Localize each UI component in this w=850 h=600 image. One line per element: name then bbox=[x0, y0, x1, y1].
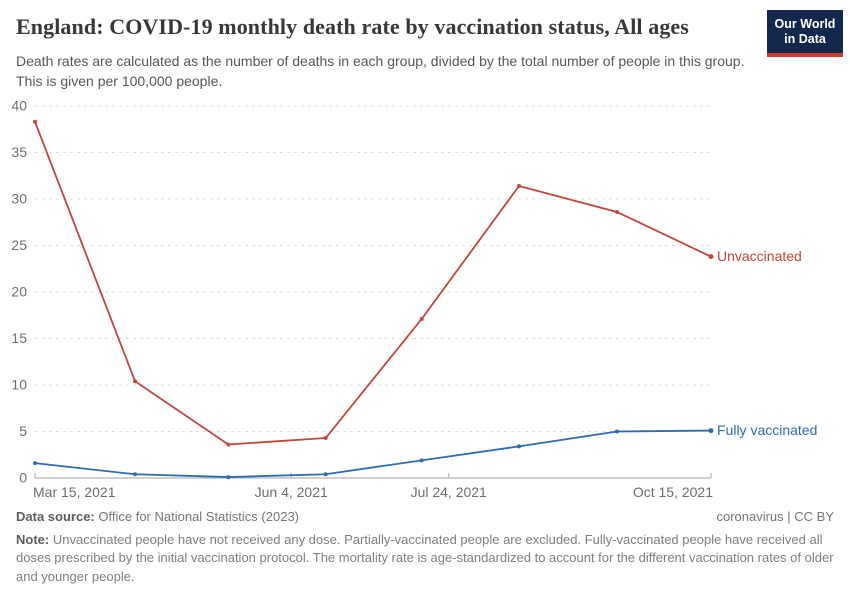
data-point-fully-vaccinated[interactable] bbox=[33, 461, 37, 466]
data-point-unvaccinated[interactable] bbox=[615, 210, 620, 215]
data-point-fully-vaccinated[interactable] bbox=[419, 458, 424, 463]
logo-accent-strip bbox=[767, 53, 843, 57]
data-point-unvaccinated[interactable] bbox=[517, 183, 522, 188]
logo-line2: in Data bbox=[784, 32, 826, 46]
y-tick-label: 35 bbox=[11, 144, 27, 160]
line-chart[interactable]: 0 5 10 15 20 25 30 35 40 Mar 15, 2021 Jun 4, 2021 J… bbox=[0, 90, 850, 505]
data-point-unvaccinated[interactable] bbox=[323, 436, 328, 441]
data-point-fully-vaccinated[interactable] bbox=[708, 428, 714, 434]
y-tick-label: 20 bbox=[11, 284, 27, 300]
note: Note: Unvaccinated people have not recei… bbox=[16, 531, 836, 586]
data-source-value: Office for National Statistics (2023) bbox=[98, 509, 299, 524]
y-tick-label: 40 bbox=[11, 98, 27, 114]
page-title: England: COVID-19 monthly death rate by … bbox=[16, 14, 689, 39]
data-point-fully-vaccinated[interactable] bbox=[226, 475, 231, 480]
data-point-unvaccinated[interactable] bbox=[133, 379, 138, 384]
x-tick-label: Jul 24, 2021 bbox=[411, 484, 487, 500]
data-point-unvaccinated[interactable] bbox=[33, 119, 37, 124]
y-tick-label: 10 bbox=[11, 377, 27, 393]
data-point-unvaccinated[interactable] bbox=[708, 254, 714, 260]
y-tick-label: 5 bbox=[19, 423, 27, 439]
owid-logo[interactable]: Our World in Data bbox=[767, 10, 843, 57]
data-point-fully-vaccinated[interactable] bbox=[133, 472, 138, 477]
series-label-fully-vaccinated: Fully vaccinated bbox=[717, 422, 817, 438]
data-point-fully-vaccinated[interactable] bbox=[517, 444, 522, 449]
chart-subtitle: Death rates are calculated as the number… bbox=[16, 53, 745, 89]
series-line-fully-vaccinated[interactable] bbox=[34, 429, 712, 478]
note-label: Note: bbox=[16, 532, 50, 547]
data-source-label: Data source: bbox=[16, 509, 95, 524]
logo-line1: Our World bbox=[774, 17, 836, 31]
data-point-fully-vaccinated[interactable] bbox=[615, 429, 620, 434]
x-tick-label: Jun 4, 2021 bbox=[255, 484, 328, 500]
data-point-fully-vaccinated[interactable] bbox=[323, 472, 328, 477]
data-source: Data source: Office for National Statist… bbox=[16, 509, 299, 524]
chart-footer: Data source: Office for National Statist… bbox=[16, 509, 834, 586]
license-text[interactable]: coronavirus | CC BY bbox=[716, 509, 834, 524]
y-tick-label: 30 bbox=[11, 191, 27, 207]
note-body: Unvaccinated people have not received an… bbox=[16, 532, 834, 584]
y-tick-label: 0 bbox=[19, 470, 27, 486]
data-point-unvaccinated[interactable] bbox=[226, 442, 231, 447]
series-label-unvaccinated: Unvaccinated bbox=[717, 248, 802, 264]
x-tick-label: Oct 15, 2021 bbox=[633, 484, 713, 500]
y-tick-label: 25 bbox=[11, 237, 27, 253]
y-tick-label: 15 bbox=[11, 330, 27, 346]
series-line-unvaccinated[interactable] bbox=[34, 120, 712, 446]
data-point-unvaccinated[interactable] bbox=[419, 316, 424, 321]
owid-logo-box: Our World in Data bbox=[767, 10, 843, 53]
x-tick-label: Mar 15, 2021 bbox=[33, 484, 116, 500]
